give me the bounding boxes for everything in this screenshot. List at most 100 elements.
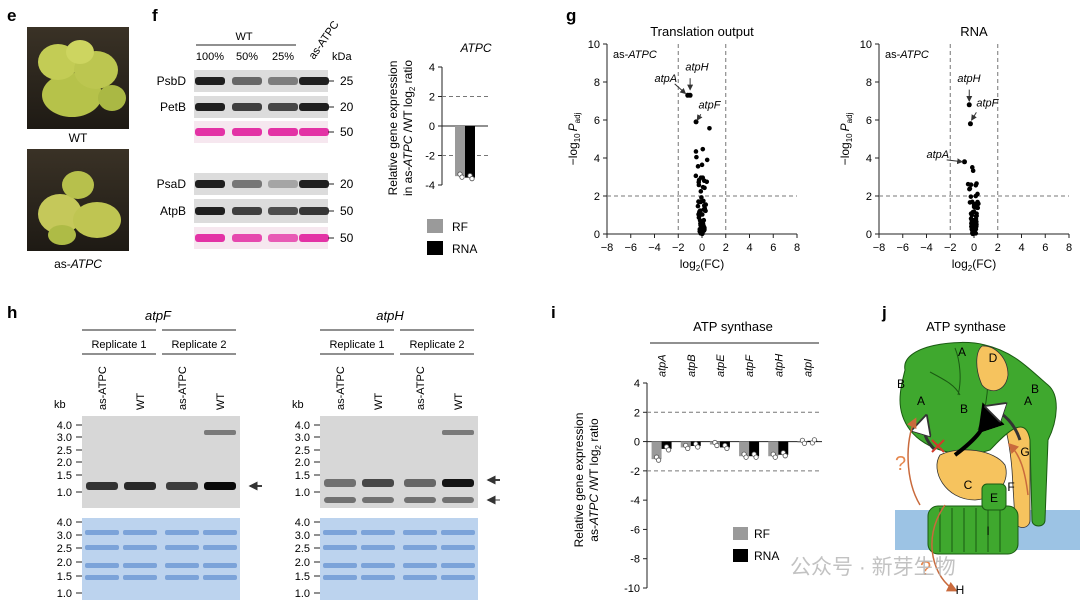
sub-A-right: A (1024, 394, 1032, 408)
rrna-band (361, 575, 395, 580)
x-tick-label: −4 (648, 242, 661, 254)
rrna-band (123, 563, 157, 568)
replicate-point (714, 442, 720, 449)
replicate-point (459, 174, 465, 180)
rrna-band (403, 575, 437, 580)
blot-name: PsbD (157, 74, 187, 88)
gene-point (704, 157, 710, 163)
y-tick-label: 4 (866, 153, 872, 165)
lane-label: as-ATPC (97, 366, 109, 410)
gene-point (970, 222, 976, 227)
size-tick: 2.5 (295, 445, 310, 457)
rrna-band (123, 530, 157, 535)
kb-label: kb (54, 399, 66, 411)
blot-band (195, 77, 225, 85)
f-bar-title: ATPC (459, 41, 491, 55)
gene-point (695, 203, 701, 209)
y-tick-label: 10 (588, 39, 600, 51)
y-tick-label: 10 (860, 39, 872, 51)
rna-band (124, 482, 156, 490)
rna-band (362, 497, 394, 503)
sub-D: D (989, 351, 998, 365)
blot-kda: 20 (340, 177, 354, 191)
rna-band (442, 479, 474, 487)
rrna-band (441, 563, 475, 568)
bar-rf (739, 441, 750, 457)
rrna-band (123, 545, 157, 550)
y-tick-label: -4 (425, 180, 435, 192)
x-tick-label: 0 (971, 242, 977, 254)
gene-point (701, 198, 706, 204)
rrna-band (165, 563, 199, 568)
gene-point (974, 181, 979, 186)
i-ylabel-1: Relative gene expression (572, 413, 586, 548)
blot-kda: 50 (340, 231, 354, 245)
y-tick-label: -10 (624, 583, 640, 595)
gene-point (698, 175, 704, 180)
size-tick: 3.0 (57, 432, 72, 444)
replicate-point (695, 444, 701, 450)
annot-arrow (971, 112, 977, 121)
rna-band (324, 497, 356, 503)
sub-I: I (986, 524, 989, 538)
x-tick-label: 2 (995, 242, 1001, 254)
sub-F: F (1007, 480, 1014, 494)
as-atpc-label: as-ATPC (613, 49, 657, 61)
lane-label: WT (135, 393, 147, 410)
y-tick-label: 0 (594, 229, 600, 241)
x-axis-label: log2(FC) (952, 257, 996, 273)
gene-point (968, 182, 974, 188)
size-tick: 3.0 (57, 530, 72, 542)
white-arrow-left (924, 420, 937, 452)
replicate-label: Replicate 1 (329, 339, 384, 351)
blot-band (268, 207, 298, 215)
northern-gel (82, 416, 240, 508)
blot-gene-title: atpH (376, 308, 404, 323)
blot-band (232, 207, 262, 215)
y-tick-label: 2 (429, 92, 435, 104)
x-tick-label: −2 (672, 242, 685, 254)
y-tick-label: 0 (866, 229, 872, 241)
rrna-band (85, 563, 119, 568)
annot-label: atpH (957, 73, 980, 85)
y-tick-label: 0 (429, 121, 435, 133)
panel-e: WT as-ATPC (27, 27, 129, 271)
blot-name: PsaD (157, 177, 187, 191)
gene-point (699, 162, 705, 168)
rna-band (204, 482, 236, 490)
y-tick-label: 2 (866, 191, 872, 203)
replicate-label: Replicate 1 (91, 339, 146, 351)
rrna-band (85, 575, 119, 580)
category-label: atpB (686, 354, 698, 377)
size-tick: 1.0 (295, 487, 310, 499)
size-tick: 2.5 (57, 445, 72, 457)
blot-strips: PsbD 25 PetB 20 50 PsaD 20 AtpB 50 50 (157, 70, 354, 249)
size-tick: 1.5 (295, 470, 310, 482)
rna-band (86, 482, 118, 490)
x-tick-label: −2 (944, 242, 957, 254)
category-label: atpF (744, 354, 756, 377)
x-tick-label: 6 (1042, 242, 1048, 254)
gene-point (700, 223, 706, 228)
col-50: 50% (236, 51, 258, 63)
size-tick: 1.0 (295, 588, 310, 600)
question-mark-1: ? (895, 453, 906, 475)
volcano-rna: RNA 0 2 4 6 8 10 −8 −6 −4 −2 0 2 4 6 8 as-ATPC log2(FC) −… (838, 24, 1072, 273)
annot-arrow (674, 83, 687, 95)
size-tick: 2.0 (295, 557, 310, 569)
size-tick: 4.0 (57, 517, 72, 529)
rrna-band (203, 545, 237, 550)
blot-band (268, 103, 298, 111)
lane-label: as-ATPC (335, 366, 347, 410)
y-tick-label: 2 (634, 407, 640, 419)
red-x-2 (931, 439, 945, 453)
gene-point (704, 179, 710, 185)
rna-band (404, 497, 436, 503)
head-seam-2 (929, 371, 961, 396)
panel-label-i: i (551, 303, 556, 322)
panel-h: atpF Replicate 1 Replicate 2 as-ATPC WT as-AT… (54, 308, 500, 600)
y-tick-label: -6 (630, 524, 640, 536)
gene-point (702, 185, 707, 191)
blot-kda: 50 (340, 204, 354, 218)
f-ylabel-2: in as-ATPC /WT log2 ratio (401, 60, 417, 196)
